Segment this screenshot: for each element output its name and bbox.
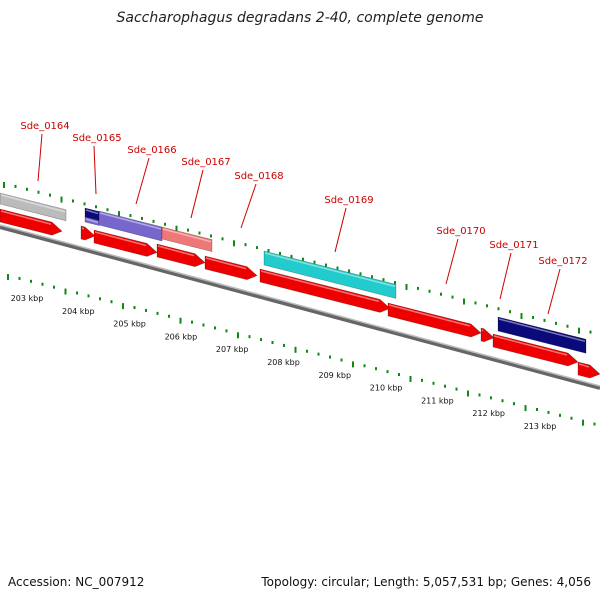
feature-gray-sheen	[0, 194, 66, 213]
cds-arrow	[259, 268, 391, 313]
feature-navy-sheen	[498, 318, 586, 343]
gene-label: Sde_0166	[127, 145, 176, 156]
gene-label: Sde_0172	[538, 256, 587, 267]
cds-arrow-sheen	[94, 231, 147, 247]
cds-arrow	[387, 302, 482, 338]
label-leader	[190, 169, 204, 219]
gene-label: Sde_0170	[436, 226, 485, 237]
cds-arrow	[156, 243, 206, 267]
kbp-label: 208 kbp	[267, 358, 300, 367]
kbp-label: 210 kbp	[370, 384, 403, 393]
kbp-label: 213 kbp	[524, 422, 557, 431]
kbp-label: 204 kbp	[62, 307, 95, 316]
cds-arrow-sheen	[205, 257, 247, 270]
label-leader	[547, 268, 561, 315]
feature-cyan	[263, 250, 397, 299]
cds-arrow-sheen	[388, 304, 471, 327]
label-leader	[445, 238, 459, 285]
feature-slate-small-sheen	[85, 218, 99, 224]
label-leader	[334, 207, 347, 253]
cds-arrow	[0, 208, 63, 236]
gene-label: Sde_0165	[72, 133, 121, 144]
cds-arrow-sheen	[578, 363, 590, 368]
cds-arrow-sheen	[260, 270, 380, 303]
kbp-label: 211 kbp	[421, 396, 454, 405]
feature-navy-small-sheen	[85, 209, 99, 215]
gene-label: Sde_0168	[234, 171, 283, 182]
cds-arrow	[577, 361, 600, 379]
label-leader	[135, 157, 150, 205]
kbp-label: 207 kbp	[216, 345, 249, 354]
feature-track	[0, 192, 587, 354]
kbp-label: 205 kbp	[113, 320, 146, 329]
feature-salmon-sheen	[162, 228, 212, 243]
feature-slate	[98, 210, 163, 242]
label-leader	[499, 252, 512, 300]
gene-label: Sde_0164	[20, 121, 69, 132]
feature-cyan-sheen	[264, 252, 396, 288]
cds-arrow	[80, 225, 96, 241]
cds-arrow	[204, 255, 258, 280]
genome-backbone	[0, 224, 600, 390]
backbone-line	[0, 225, 600, 390]
feature-slate-sheen	[99, 212, 162, 230]
cds-arrow-sheen	[481, 329, 484, 332]
label-leader	[240, 183, 257, 229]
map-title: Saccharophagus degradans 2-40, complete …	[117, 10, 484, 26]
feature-salmon	[161, 226, 213, 253]
feature-navy	[497, 316, 587, 354]
accession-text: Accession: NC_007912	[8, 575, 144, 589]
backbone-highlight	[0, 224, 600, 387]
kbp-label: 203 kbp	[11, 294, 44, 303]
kbp-label: 206 kbp	[165, 332, 198, 341]
cds-arrow-sheen	[81, 227, 85, 230]
cds-track	[0, 208, 600, 379]
gene-label: Sde_0167	[181, 157, 230, 168]
feature-slate-small	[84, 216, 100, 226]
cds-arrow-sheen	[493, 335, 568, 356]
label-leader	[37, 133, 43, 182]
genome-summary-text: Topology: circular; Length: 5,057,531 bp…	[260, 575, 591, 589]
cds-arrow-sheen	[157, 245, 195, 257]
cds-arrow	[93, 229, 158, 257]
cds-arrow	[480, 327, 495, 343]
kbp-label: 209 kbp	[318, 371, 351, 380]
cds-arrow-sheen	[0, 210, 52, 225]
label-leader	[93, 145, 97, 195]
kbp-scale: 203 kbp 204 kbp 205 kbp 206 kbp 207 kbp 208 k…	[11, 294, 557, 431]
feature-gray	[0, 192, 67, 222]
tick-rows	[3, 182, 596, 426]
gene-label: Sde_0169	[324, 195, 373, 206]
cds-arrow	[492, 333, 579, 367]
gene-label: Sde_0171	[489, 240, 538, 251]
kbp-label: 212 kbp	[472, 409, 505, 418]
